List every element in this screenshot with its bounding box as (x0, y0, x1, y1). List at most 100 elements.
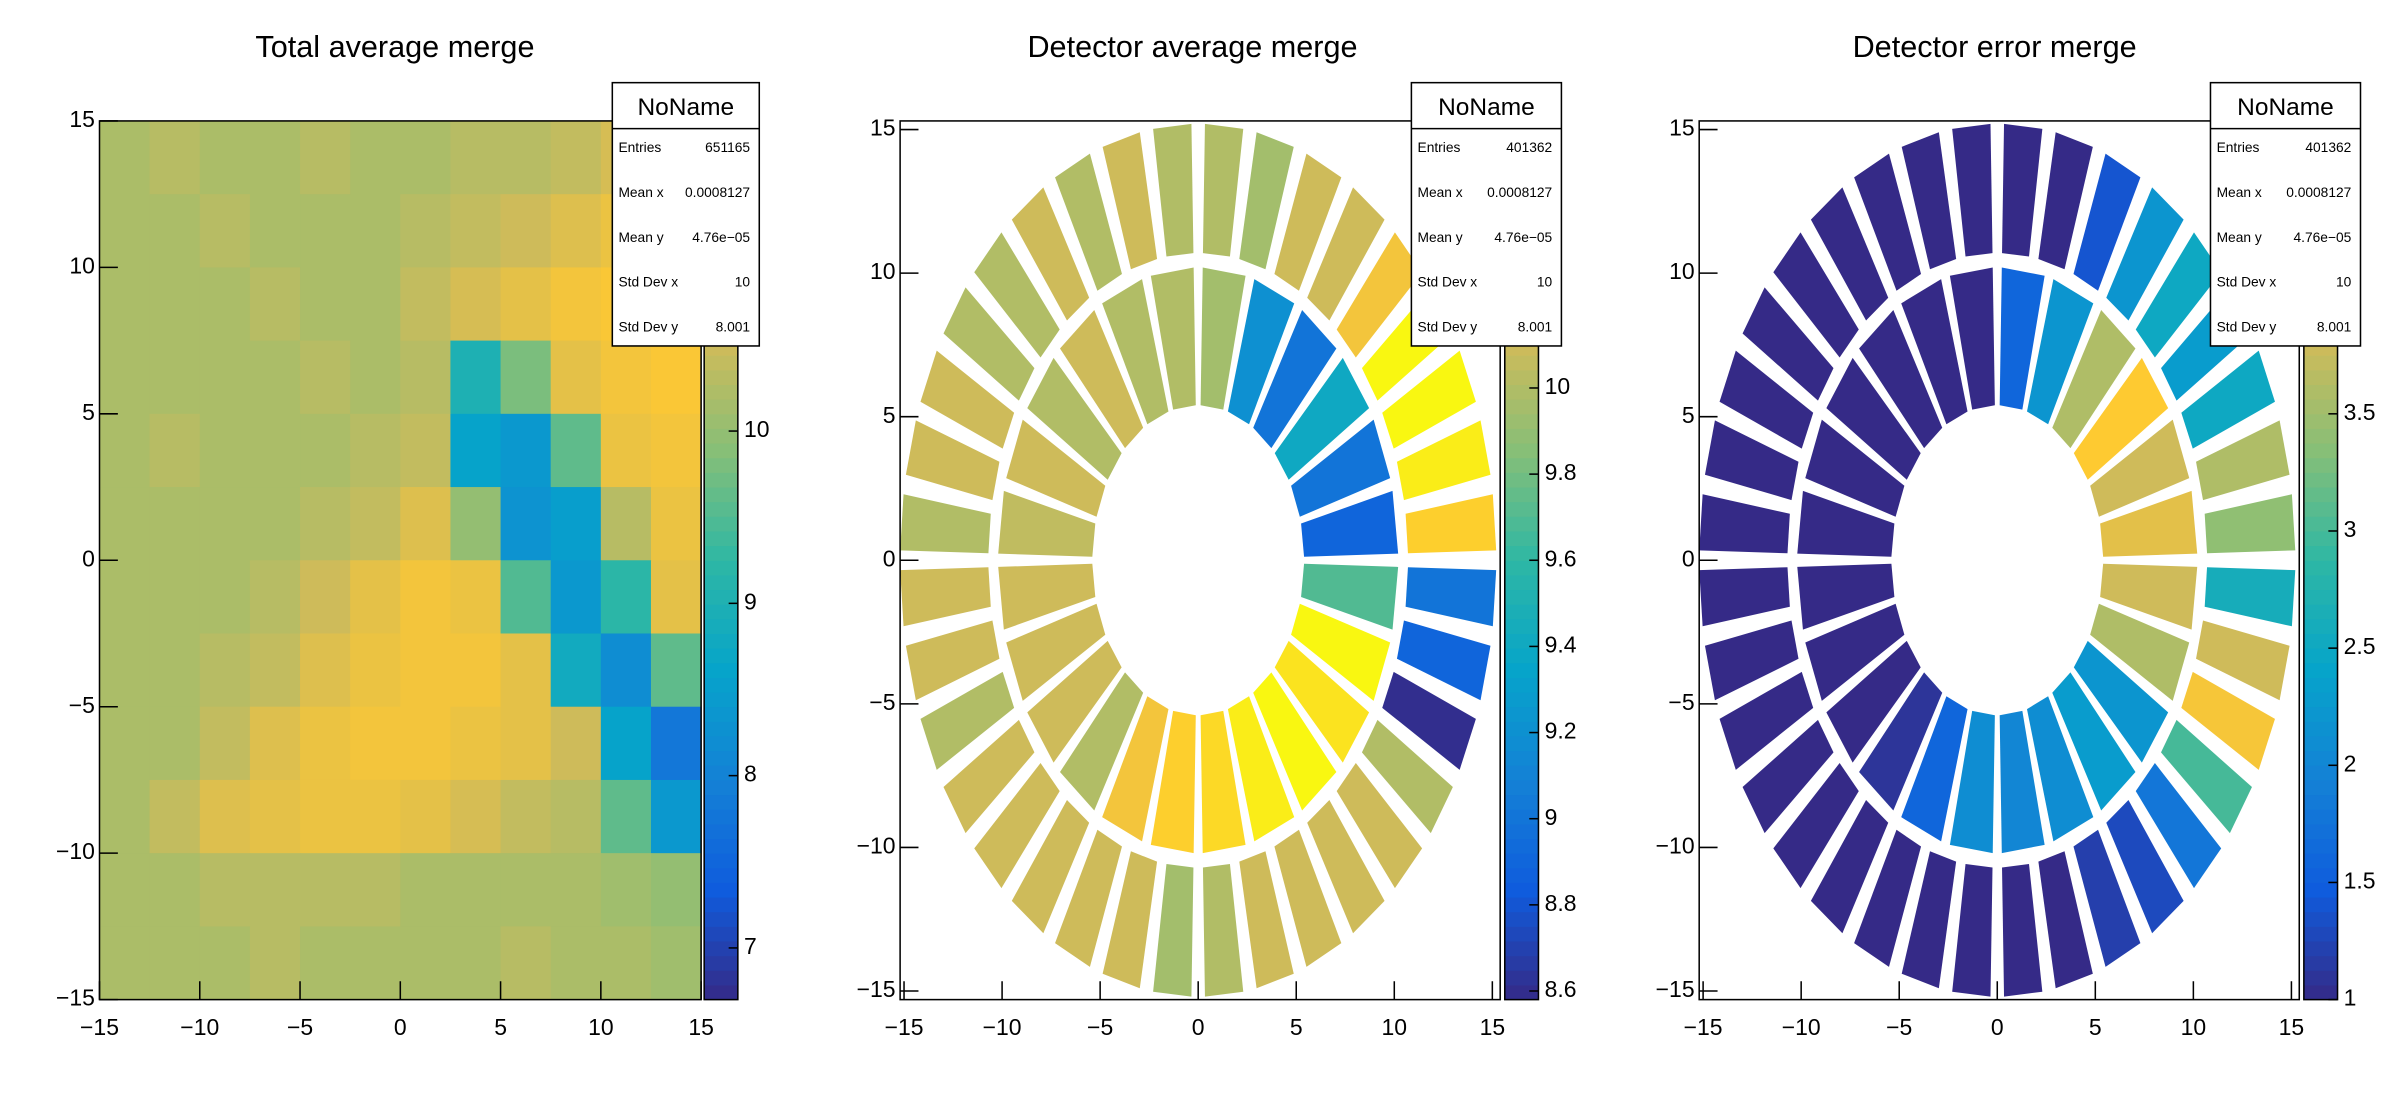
x-tick-label: −5 (1087, 1014, 1113, 1040)
palette-band (2303, 443, 2338, 459)
palette-band (1504, 428, 1539, 444)
palette-band (2303, 457, 2338, 473)
palette-band (2303, 984, 2338, 1001)
stats-label: Entries (2217, 140, 2260, 155)
palette-band (704, 721, 738, 737)
ring-segment (2090, 419, 2190, 517)
stats-frame (1410, 81, 1563, 347)
heatmap-cell (600, 413, 652, 488)
stats-label: Std Dev x (1418, 275, 1478, 290)
ring-segment (2161, 719, 2252, 834)
x-tick-label: −5 (287, 1014, 313, 1040)
heatmap-cell (350, 706, 401, 781)
palette-band (2303, 794, 2338, 810)
ring-segment (1253, 310, 1337, 449)
heatmap-cell (300, 853, 351, 927)
heatmap-cell (199, 853, 251, 927)
heatmap-cell (600, 487, 652, 561)
heatmap-cell (450, 926, 502, 1001)
ring-segment (1949, 267, 1995, 410)
palette-tick-label: 7 (744, 933, 757, 959)
ring-segment (1150, 267, 1196, 410)
ring-segment (1200, 267, 1246, 410)
heatmap-cell (199, 267, 251, 342)
ring-segment (2204, 567, 2296, 627)
heatmap-cell (99, 487, 151, 561)
palette-band (2303, 853, 2338, 869)
palette-band (704, 589, 738, 605)
ring-segment (1901, 132, 1957, 270)
stats-label: Mean x (618, 185, 663, 200)
heatmap-cell (350, 853, 401, 927)
y-tick-label: 15 (870, 115, 896, 141)
stats-title: NoName (637, 94, 734, 121)
palette-band (1504, 530, 1539, 547)
x-tick-label: 5 (2089, 1014, 2102, 1040)
x-tick-label: 0 (1192, 1014, 1205, 1040)
stats-value: 8.001 (1518, 320, 1552, 335)
y-tick-label: −10 (56, 838, 95, 864)
palette-band (704, 604, 738, 620)
heatmap-cell (400, 926, 451, 1001)
ring-segment (1301, 563, 1399, 630)
ring-segment (2100, 563, 2198, 630)
stats-value: 4.76e−05 (2293, 230, 2351, 245)
palette-band (2303, 926, 2338, 942)
palette-band (1504, 941, 1539, 957)
y-tick-label: 0 (82, 545, 95, 571)
heatmap-cell (350, 120, 401, 195)
ring-segment (1102, 696, 1169, 842)
ring-segment (1202, 123, 1244, 257)
ring-segment (2073, 153, 2141, 291)
ring-segment (1854, 153, 1922, 291)
palette-band (704, 618, 738, 634)
heatmap-cell (199, 706, 251, 781)
x-tick-label: 0 (1991, 1014, 2004, 1040)
palette-band (704, 413, 738, 429)
heatmap-cell (400, 779, 451, 854)
y-tick-label: −10 (857, 832, 896, 858)
palette-band (1504, 736, 1539, 752)
palette-band (2303, 955, 2338, 971)
ring-segment (1153, 123, 1194, 257)
ring-segment (1805, 419, 1905, 517)
heatmap-cell (149, 194, 201, 268)
heatmap-cell (400, 706, 451, 781)
palette-band (1504, 750, 1539, 766)
palette-band (1504, 662, 1539, 678)
heatmap-cell (600, 779, 652, 854)
palette-band (704, 867, 738, 883)
palette-band (1504, 369, 1539, 385)
heatmap-cell (300, 267, 351, 342)
x-tick-label: 10 (2181, 1014, 2207, 1040)
stats-value: 10 (735, 275, 751, 290)
ring-segment (1253, 672, 1337, 811)
heatmap-cell (450, 413, 502, 488)
ring-segment (1307, 800, 1385, 934)
ring-segment (974, 232, 1060, 358)
palette-band (704, 560, 738, 576)
ring-segment (905, 620, 1000, 701)
heatmap-cell (199, 779, 251, 854)
stats-label: Mean x (2217, 185, 2262, 200)
x-tick-label: −10 (983, 1014, 1022, 1040)
stats-value: 10 (2336, 275, 2352, 290)
stats-value: 10 (1537, 275, 1553, 290)
heatmap-cell (199, 560, 251, 634)
palette-tick-label: 8.6 (1545, 976, 1577, 1002)
stats-label: Entries (618, 140, 661, 155)
ring-segment (1805, 603, 1905, 701)
palette-tick-label: 9 (1545, 804, 1558, 830)
stats-value: 0.0008127 (685, 185, 750, 200)
heatmap-cell (249, 340, 301, 415)
y-tick-label: −15 (56, 985, 95, 1011)
stats-value: 0.0008127 (1487, 185, 1552, 200)
palette-band (704, 648, 738, 664)
heatmap-cell (350, 779, 401, 854)
palette-band (704, 530, 738, 547)
heatmap-cell (199, 487, 251, 561)
stats-title: NoName (1438, 94, 1535, 121)
ring-segment (1699, 494, 1790, 554)
palette-band (1504, 384, 1539, 400)
heatmap-cell (350, 633, 401, 708)
